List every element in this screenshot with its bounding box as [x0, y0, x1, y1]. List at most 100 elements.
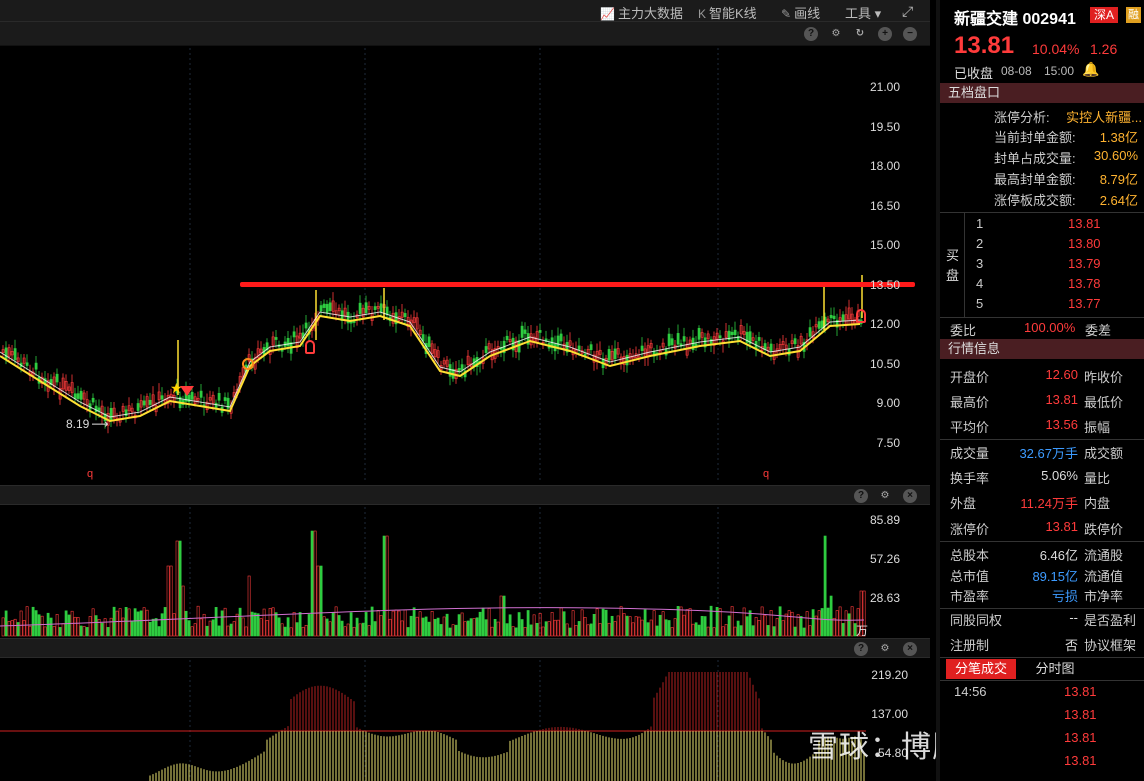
- price-tick-label: 7.50: [876, 435, 900, 450]
- candle-body: [430, 343, 434, 354]
- volume-bar: [1, 617, 5, 637]
- volume-bar: [559, 607, 563, 637]
- zoom-out-icon[interactable]: −: [903, 27, 917, 41]
- volume-bar: [100, 622, 104, 637]
- candle-body: [10, 351, 14, 356]
- volume-bar: [490, 626, 494, 637]
- volume-bar: [646, 622, 650, 637]
- volume-bar: [463, 621, 467, 637]
- red-pin-marker-icon: [305, 340, 315, 354]
- volume-bar: [379, 615, 383, 637]
- volume-bar: [325, 618, 329, 637]
- candle-body: [328, 302, 332, 312]
- volume-bar: [394, 609, 398, 637]
- help-icon[interactable]: ?: [804, 27, 818, 41]
- buy-level-price[interactable]: 13.80: [1068, 236, 1101, 251]
- gear-icon[interactable]: ⚙: [880, 643, 890, 654]
- volume-bar: [106, 627, 110, 637]
- volume-bar: [553, 619, 557, 637]
- tab-intraday[interactable]: 分时图: [1035, 661, 1075, 676]
- volume-bar: [451, 624, 455, 637]
- volume-bar: [76, 617, 80, 637]
- info-label: 同股同权: [950, 613, 1003, 628]
- gear-icon[interactable]: ⚙: [831, 28, 841, 39]
- buy-level-price[interactable]: 13.79: [1068, 256, 1101, 271]
- volume-bar: [730, 606, 734, 637]
- volume-bar: [79, 625, 83, 637]
- volume-bar: [37, 614, 41, 637]
- volume-bar: [739, 625, 743, 637]
- five-level-header[interactable]: 五档盘口: [940, 83, 1144, 103]
- candle-body: [127, 405, 131, 412]
- help-icon[interactable]: ?: [854, 642, 868, 656]
- volume-bar: [592, 613, 596, 637]
- volume-bar: [355, 617, 359, 637]
- volume-bar: [40, 615, 44, 637]
- volume-bar: [529, 624, 533, 637]
- volume-bar: [511, 626, 515, 637]
- volume-bar: [292, 612, 296, 637]
- volume-bar: [616, 615, 620, 637]
- volume-bar: [640, 619, 644, 637]
- candle-body: [466, 355, 470, 365]
- volume-bar: [103, 618, 107, 637]
- volume-bar: [613, 621, 617, 637]
- volume-bar: [544, 621, 548, 637]
- volume-panel-header: ? ⚙ ×: [0, 485, 930, 505]
- candle-body: [748, 331, 752, 344]
- volume-bar: [679, 606, 683, 637]
- buy-level-index: 5: [976, 296, 984, 311]
- volume-bar: [619, 606, 623, 637]
- gear-icon[interactable]: ⚙: [880, 490, 890, 501]
- draw-line-button[interactable]: ✎ 画线: [781, 6, 821, 21]
- main-force-data-button[interactable]: 📈 主力大数据: [600, 6, 683, 21]
- volume-bar: [190, 626, 194, 637]
- candle-body: [817, 321, 821, 329]
- candle-body: [703, 337, 707, 348]
- bell-icon[interactable]: 🔔: [1082, 61, 1100, 77]
- buy-side-label: 买盘: [946, 248, 960, 283]
- volume-bar: [442, 616, 446, 637]
- info-value: 13.81: [1045, 519, 1078, 534]
- volume-bar: [184, 610, 188, 637]
- close-icon[interactable]: ×: [903, 642, 917, 656]
- info-label: 最低价: [1084, 395, 1124, 410]
- price-tick-label: 15.00: [869, 238, 900, 252]
- kline-charts[interactable]: [0, 0, 930, 781]
- volume-bar: [652, 610, 656, 637]
- info-label: 协议框架: [1084, 638, 1137, 653]
- volume-bar: [859, 590, 863, 637]
- candle-body: [400, 311, 404, 318]
- close-icon[interactable]: ×: [903, 489, 917, 503]
- volume-bar: [748, 610, 752, 637]
- info-value: 亏损: [1051, 589, 1078, 604]
- buy-level-price[interactable]: 13.77: [1068, 296, 1101, 311]
- candle-body: [76, 393, 80, 399]
- volume-bar: [457, 614, 461, 637]
- volume-bar: [691, 623, 695, 637]
- volume-bar: [283, 626, 287, 637]
- volume-bar: [367, 625, 371, 637]
- refresh-icon[interactable]: ↻: [855, 28, 865, 39]
- buy-level-price[interactable]: 13.78: [1068, 276, 1101, 291]
- fullscreen-icon[interactable]: ⤢: [902, 3, 914, 19]
- candle-body: [124, 409, 128, 416]
- candle-body: [829, 314, 833, 319]
- market-info-header[interactable]: 行情信息: [940, 339, 1144, 359]
- volume-bar: [136, 611, 140, 637]
- tab-tick-trades[interactable]: 分笔成交: [946, 659, 1016, 679]
- zoom-in-icon[interactable]: +: [878, 27, 892, 41]
- info-label: 市盈率: [950, 589, 990, 604]
- volume-bar: [22, 620, 26, 637]
- tools-dropdown[interactable]: 工具 ▾: [845, 6, 882, 21]
- candle-body: [445, 359, 449, 367]
- limit-analysis-value[interactable]: 实控人新疆...: [1066, 110, 1142, 125]
- resistance-line[interactable]: [240, 282, 915, 287]
- buy-level-price[interactable]: 13.81: [1068, 216, 1101, 231]
- volume-bar: [274, 612, 278, 637]
- smart-kline-button[interactable]: K 智能K线: [698, 6, 757, 21]
- candle-body: [508, 339, 512, 343]
- candle-body: [367, 305, 371, 310]
- volume-bar: [85, 627, 89, 637]
- help-icon[interactable]: ?: [854, 489, 868, 503]
